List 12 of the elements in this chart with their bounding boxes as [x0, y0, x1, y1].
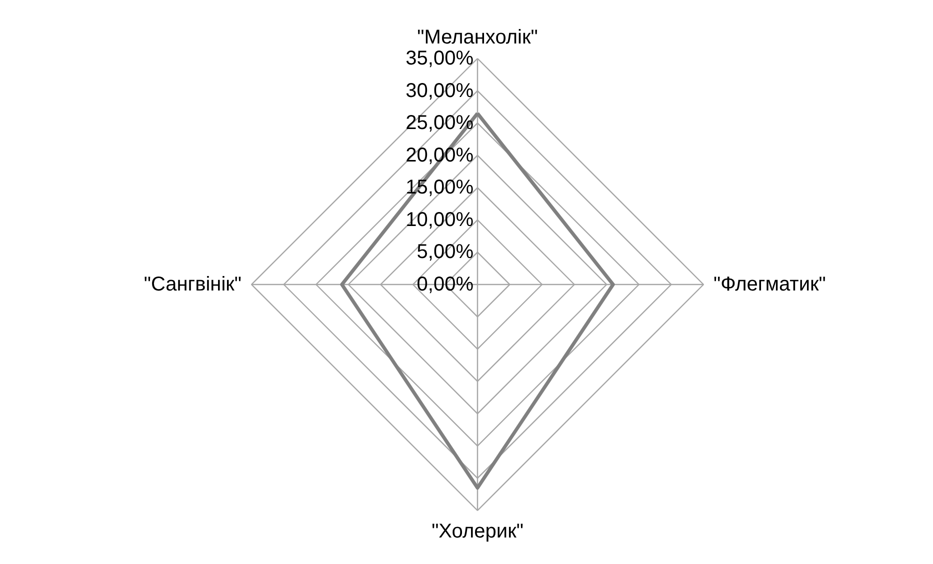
y-tick-label: 10,00% [406, 208, 474, 231]
spoke-label: "Меланхолік" [417, 26, 538, 48]
y-tick-label: 0,00% [416, 274, 474, 296]
spoke-label: "Холерик" [432, 520, 524, 542]
y-tick-label: 35,00% [406, 48, 474, 70]
y-tick-label: 15,00% [406, 176, 474, 199]
spoke-label: "Флегматик" [714, 274, 826, 296]
y-tick-label: 25,00% [406, 112, 474, 134]
y-tick-label: 20,00% [406, 144, 474, 166]
spoke-label: "Сангвінік" [144, 274, 242, 296]
y-tick-label: 5,00% [416, 241, 474, 264]
y-tick-label: 30,00% [406, 80, 474, 102]
